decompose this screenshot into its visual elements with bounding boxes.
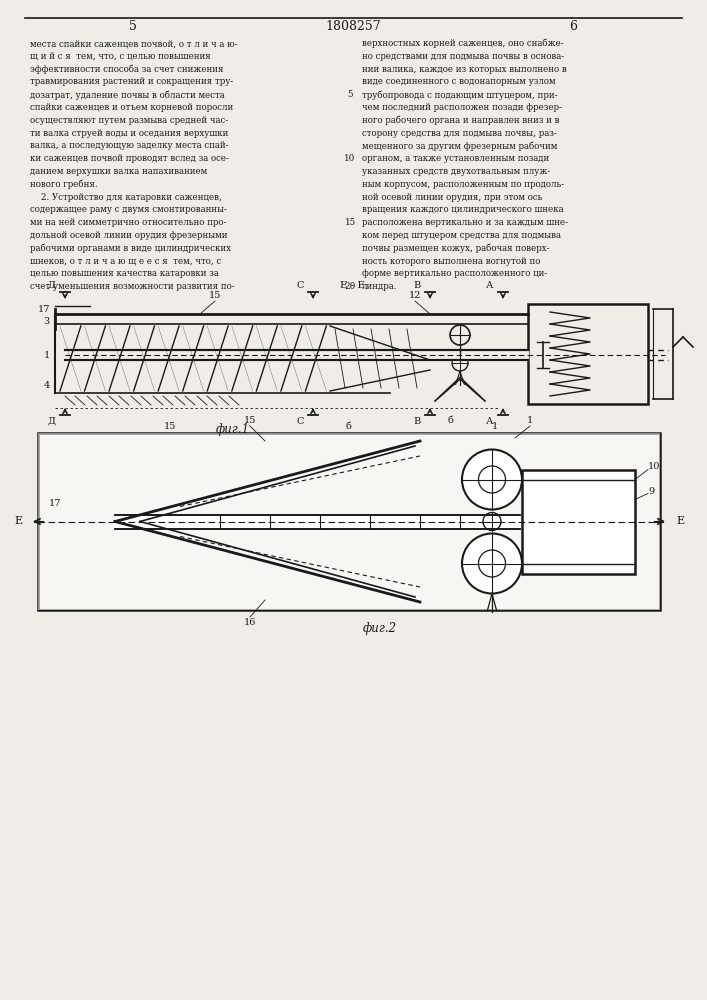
Text: рабочими органами в виде цилиндрических: рабочими органами в виде цилиндрических: [30, 244, 231, 253]
Text: дозатрат, удаление почвы в области места: дозатрат, удаление почвы в области места: [30, 90, 225, 100]
Text: Д: Д: [48, 417, 56, 426]
Text: 17: 17: [49, 499, 62, 508]
Text: целью повышения качества катаровки за: целью повышения качества катаровки за: [30, 269, 219, 278]
Text: 12: 12: [409, 291, 421, 300]
Text: 16: 16: [244, 618, 256, 627]
Text: 15: 15: [344, 218, 356, 227]
Text: сторону средства для подмыва почвы, раз-: сторону средства для подмыва почвы, раз-: [362, 129, 556, 138]
Text: 1: 1: [527, 416, 533, 425]
Text: форме вертикально расположенного ци-: форме вертикально расположенного ци-: [362, 269, 547, 278]
Text: фиг.2: фиг.2: [363, 622, 397, 635]
Text: расположена вертикально и за каждым шне-: расположена вертикально и за каждым шне-: [362, 218, 568, 227]
Text: 1808257: 1808257: [325, 20, 381, 33]
Text: мещенного за другим фрезерным рабочим: мещенного за другим фрезерным рабочим: [362, 141, 557, 151]
Text: нового гребня.: нового гребня.: [30, 180, 98, 189]
Text: 20: 20: [344, 282, 356, 291]
Text: E - E: E - E: [341, 281, 366, 290]
Text: 5: 5: [347, 90, 353, 99]
Text: 4: 4: [44, 380, 50, 389]
Text: счет уменьшения возможности развития по-: счет уменьшения возможности развития по-: [30, 282, 235, 291]
Text: места спайки саженцев почвой, о т л и ч а ю-: места спайки саженцев почвой, о т л и ч …: [30, 39, 238, 48]
Text: А: А: [486, 417, 493, 426]
Text: вращения каждого цилиндрического шнека: вращения каждого цилиндрического шнека: [362, 205, 563, 214]
Text: 2. Устройство для катаровки саженцев,: 2. Устройство для катаровки саженцев,: [30, 193, 222, 202]
Text: чем последний расположен позади фрезер-: чем последний расположен позади фрезер-: [362, 103, 562, 112]
Text: ной осевой линии орудия, при этом ось: ной осевой линии орудия, при этом ось: [362, 193, 542, 202]
Bar: [38, 433, 660, 610]
Text: 17: 17: [37, 306, 50, 314]
Text: спайки саженцев и отъем корневой поросли: спайки саженцев и отъем корневой поросли: [30, 103, 233, 112]
Text: Д: Д: [48, 281, 56, 290]
Text: ти валка струей воды и оседания верхушки: ти валка струей воды и оседания верхушки: [30, 129, 228, 138]
Text: 15: 15: [244, 416, 256, 425]
Text: 3: 3: [44, 318, 50, 326]
Text: нии валика, каждое из которых выполнено в: нии валика, каждое из которых выполнено …: [362, 65, 567, 74]
Bar: [522, 470, 635, 574]
Text: А: А: [486, 281, 493, 290]
Text: но средствами для подмыва почвы в основа-: но средствами для подмыва почвы в основа…: [362, 52, 564, 61]
Text: ного рабочего органа и направлен вниз и в: ного рабочего органа и направлен вниз и …: [362, 116, 559, 125]
Text: виде соединенного с водонапорным узлом: виде соединенного с водонапорным узлом: [362, 77, 556, 86]
Text: 5: 5: [129, 20, 137, 33]
Text: фиг.1: фиг.1: [216, 423, 250, 436]
Text: ком перед штуцером средства для подмыва: ком перед штуцером средства для подмыва: [362, 231, 561, 240]
Text: валка, а последующую заделку места спай-: валка, а последующую заделку места спай-: [30, 141, 228, 150]
Text: ность которого выполнена вогнутой по: ность которого выполнена вогнутой по: [362, 257, 540, 266]
Text: 1: 1: [44, 351, 50, 360]
Text: верхностных корней саженцев, оно снабже-: верхностных корней саженцев, оно снабже-: [362, 39, 563, 48]
Text: В: В: [414, 417, 421, 426]
Text: б: б: [447, 416, 453, 425]
Text: ки саженцев почвой проводят вслед за осе-: ки саженцев почвой проводят вслед за осе…: [30, 154, 229, 163]
Text: линдра.: линдра.: [362, 282, 397, 291]
Text: E: E: [14, 516, 22, 526]
Bar: [38, 433, 660, 610]
Text: щ и й с я  тем, что, с целью повышения: щ и й с я тем, что, с целью повышения: [30, 52, 211, 61]
Text: указанных средств двухотвальным плуж-: указанных средств двухотвальным плуж-: [362, 167, 550, 176]
Text: трубопровода с подающим штуцером, при-: трубопровода с подающим штуцером, при-: [362, 90, 558, 100]
Text: В: В: [414, 281, 421, 290]
Circle shape: [483, 512, 501, 530]
Text: 9: 9: [648, 487, 654, 496]
Text: дольной осевой линии орудия фрезерными: дольной осевой линии орудия фрезерными: [30, 231, 228, 240]
Text: б: б: [345, 422, 351, 431]
Text: 6: 6: [569, 20, 577, 33]
Text: 10: 10: [648, 462, 660, 471]
Text: почвы размещен кожух, рабочая поверх-: почвы размещен кожух, рабочая поверх-: [362, 244, 549, 253]
Text: 15: 15: [209, 291, 221, 300]
Text: органом, а также установленным позади: органом, а также установленным позади: [362, 154, 549, 163]
Text: С: С: [296, 417, 304, 426]
Text: шнеков, о т л и ч а ю щ е е с я  тем, что, с: шнеков, о т л и ч а ю щ е е с я тем, что…: [30, 257, 221, 266]
Text: эффективности способа за счет снижения: эффективности способа за счет снижения: [30, 65, 223, 74]
Circle shape: [462, 450, 522, 510]
Text: осуществляют путем размыва средней час-: осуществляют путем размыва средней час-: [30, 116, 228, 125]
Circle shape: [462, 534, 522, 593]
Bar: [528, 304, 648, 404]
Text: травмирования растений и сокращения тру-: травмирования растений и сокращения тру-: [30, 77, 233, 86]
Text: 15: 15: [164, 422, 176, 431]
Text: ным корпусом, расположенным по продоль-: ным корпусом, расположенным по продоль-: [362, 180, 564, 189]
Text: содержащее раму с двумя смонтированны-: содержащее раму с двумя смонтированны-: [30, 205, 227, 214]
Text: данием верхушки валка напахиванием: данием верхушки валка напахиванием: [30, 167, 207, 176]
Text: 1: 1: [492, 422, 498, 431]
Text: С: С: [296, 281, 304, 290]
Text: 10: 10: [344, 154, 356, 163]
Text: ми на ней симметрично относительно про-: ми на ней симметрично относительно про-: [30, 218, 226, 227]
Text: E: E: [676, 516, 684, 526]
